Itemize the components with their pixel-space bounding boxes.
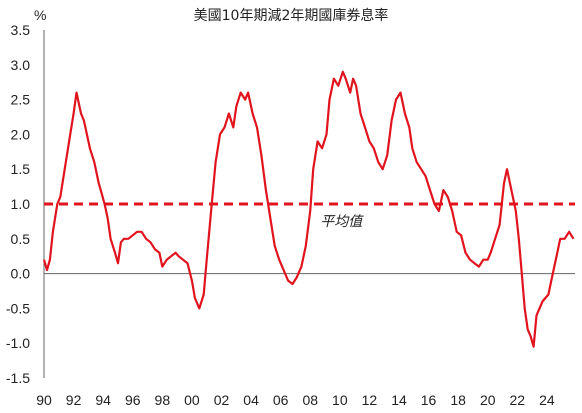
y-tick-label: 1.0 xyxy=(11,196,31,212)
y-tick-label: 3.0 xyxy=(11,57,31,73)
y-tick-label: -0.5 xyxy=(6,300,30,316)
x-tick-label: 00 xyxy=(184,392,200,408)
y-tick-label: 2.0 xyxy=(11,126,31,142)
x-tick-label: 98 xyxy=(155,392,171,408)
y-axis-unit-label: % xyxy=(34,7,46,23)
chart-title: 美國10年期減2年期國庫券息率 xyxy=(194,7,389,24)
x-tick-label: 14 xyxy=(391,392,407,408)
y-tick-label: 2.5 xyxy=(11,92,31,108)
x-tick-label: 16 xyxy=(421,392,437,408)
y-tick-label: 0.0 xyxy=(11,266,31,282)
x-tick-label: 18 xyxy=(450,392,466,408)
x-tick-label: 04 xyxy=(243,392,259,408)
x-tick-label: 22 xyxy=(510,392,526,408)
x-tick-label: 92 xyxy=(66,392,82,408)
x-tick-label: 02 xyxy=(214,392,230,408)
x-tick-label: 94 xyxy=(95,392,111,408)
x-tick-label: 24 xyxy=(539,392,555,408)
x-tick-label: 20 xyxy=(480,392,496,408)
x-tick-label: 12 xyxy=(362,392,378,408)
y-tick-label: 3.5 xyxy=(11,22,31,38)
y-tick-label: 1.5 xyxy=(11,161,31,177)
series-line xyxy=(42,70,575,348)
x-tick-label: 08 xyxy=(302,392,318,408)
y-tick-label: 0.5 xyxy=(11,231,31,247)
average-line-label: 平均值 xyxy=(320,214,364,230)
x-tick-label: 06 xyxy=(273,392,289,408)
x-tick-label: 10 xyxy=(332,392,348,408)
y-tick-label: -1.5 xyxy=(6,370,30,386)
x-tick-label: 96 xyxy=(125,392,141,408)
x-tick-label: 90 xyxy=(36,392,52,408)
y-tick-label: -1.0 xyxy=(6,335,30,351)
